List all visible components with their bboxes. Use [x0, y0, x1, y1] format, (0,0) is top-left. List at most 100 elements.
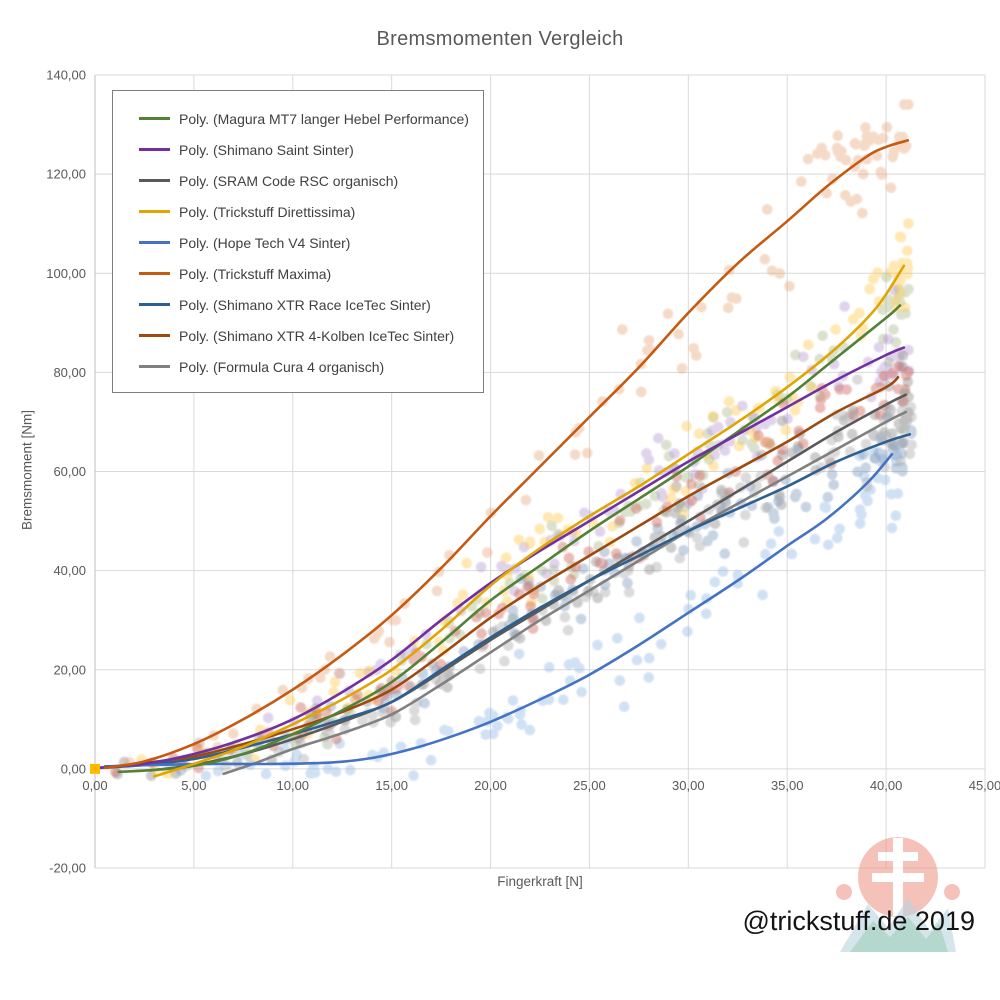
scatter-point: [864, 135, 875, 146]
legend-swatch: [139, 272, 170, 275]
scatter-point: [733, 441, 745, 452]
scatter-point: [759, 253, 771, 265]
scatter-point: [786, 548, 798, 560]
scatter-point: [854, 307, 865, 319]
scatter-point: [702, 535, 713, 547]
scatter-point: [873, 342, 885, 353]
scatter-point: [688, 343, 699, 354]
scatter-point: [524, 724, 536, 736]
scatter-point: [817, 330, 828, 342]
scatter-point: [665, 492, 677, 504]
trend-line-7: [103, 376, 900, 769]
scatter-point: [284, 694, 296, 706]
legend-label: Poly. (Shimano XTR Race IceTec Sinter): [179, 296, 431, 313]
scatter-point: [661, 439, 672, 451]
scatter-point: [492, 720, 503, 732]
scatter-point: [685, 589, 696, 601]
legend-label: Poly. (Formula Cura 4 organisch): [179, 358, 385, 375]
scatter-point: [904, 448, 916, 460]
scatter-point: [433, 636, 445, 648]
legend-swatch: [139, 117, 170, 120]
scatter-point: [473, 715, 485, 727]
scatter-point: [395, 741, 407, 753]
scatter-point: [895, 231, 907, 243]
scatter-point: [443, 726, 454, 737]
trend-line-4: [103, 452, 894, 768]
scatter-point: [228, 728, 239, 739]
scatter-point: [562, 625, 574, 636]
scatter-point: [886, 522, 898, 534]
scatter-point: [789, 405, 801, 416]
y-axis-title: Bremsmoment [Nm]: [19, 409, 35, 531]
legend-swatch: [139, 241, 170, 244]
scatter-point: [617, 324, 628, 335]
scatter-point: [542, 512, 554, 523]
scatter-point: [594, 526, 606, 537]
scatter-point: [686, 495, 698, 506]
scatter-point: [516, 719, 527, 730]
scatter-point: [694, 470, 706, 481]
origin-marker: [90, 763, 100, 774]
scatter-point: [324, 651, 336, 662]
scatter-point: [680, 472, 691, 483]
scatter-point: [508, 611, 519, 623]
scatter-point: [834, 384, 846, 395]
scatter-point: [623, 587, 635, 598]
scatter-point: [881, 122, 893, 133]
legend-swatch: [139, 210, 170, 213]
scatter-point: [847, 408, 859, 420]
scatter-point: [643, 672, 654, 683]
scatter-point: [723, 396, 735, 407]
scatter-point: [298, 753, 310, 765]
scatter-point: [880, 430, 892, 441]
scatter-point: [678, 545, 689, 556]
scatter-point: [868, 273, 879, 285]
scatter-point: [485, 507, 497, 519]
y-tick-label: 80,00: [53, 365, 86, 380]
scatter-point: [827, 173, 838, 185]
y-tick-label: 140,00: [46, 68, 86, 83]
scatter-point: [559, 611, 571, 623]
scatter-point: [611, 548, 622, 559]
legend-swatch: [139, 365, 170, 368]
scatter-point: [828, 479, 839, 491]
scatter-point: [879, 361, 890, 373]
x-tick-label: 0,00: [82, 778, 107, 793]
scatter-point: [357, 715, 368, 726]
legend-swatch: [139, 334, 170, 337]
scatter-point: [575, 613, 587, 625]
scatter-point: [651, 516, 663, 528]
scatter-point: [643, 335, 655, 346]
scatter-point: [622, 577, 633, 589]
scatter-point: [798, 438, 809, 450]
scatter-point: [878, 449, 889, 460]
scatter-point: [709, 449, 720, 461]
legend-label: Poly. (Shimano XTR 4-Kolben IceTec Sinte…: [179, 327, 455, 344]
scatter-point: [803, 339, 814, 351]
scatter-point: [849, 138, 861, 149]
scatter-point: [740, 472, 752, 483]
scatter-point: [549, 558, 560, 569]
x-tick-label: 15,00: [375, 778, 408, 793]
scatter-point: [644, 652, 655, 664]
legend-item-2: Poly. (SRAM Code RSC organisch): [113, 165, 483, 196]
scatter-point: [665, 542, 677, 553]
scatter-point: [330, 766, 342, 778]
scatter-series-4: [164, 433, 903, 782]
legend-item-5: Poly. (Trickstuff Maxima): [113, 258, 483, 289]
scatter-point: [826, 469, 838, 480]
scatter-point: [322, 763, 334, 775]
scatter-point: [852, 374, 863, 385]
scatter-point: [858, 168, 869, 180]
scatter-point: [765, 538, 777, 550]
x-tick-label: 45,00: [969, 778, 1000, 793]
logo-dot-right: [944, 884, 960, 900]
trend-line-2: [149, 393, 908, 772]
scatter-point: [686, 478, 697, 490]
legend-swatch: [139, 179, 170, 182]
scatter-point: [740, 509, 751, 521]
scatter-point: [681, 421, 692, 432]
scatter-point: [425, 754, 437, 766]
y-tick-label: 0,00: [61, 761, 86, 776]
scatter-point: [408, 770, 419, 781]
